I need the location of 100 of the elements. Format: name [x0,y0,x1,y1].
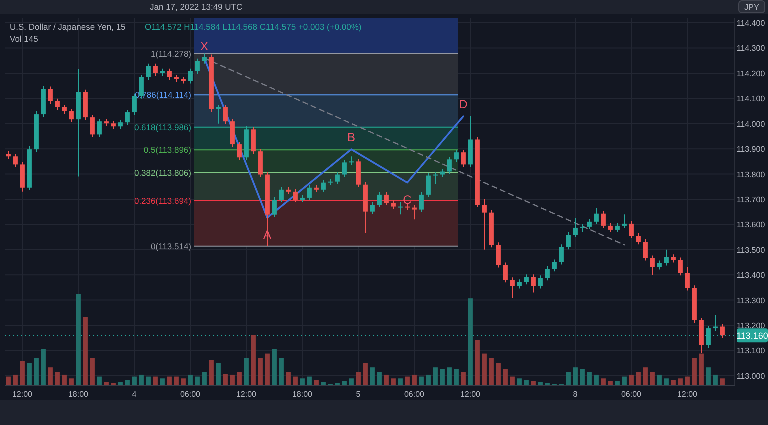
candlestick [195,58,200,74]
candlestick [461,150,466,168]
candlestick [230,118,235,148]
y-tick-label: 114.100 [736,94,766,104]
bar [468,298,473,386]
y-tick-label: 113.200 [736,322,766,331]
bar [720,378,725,386]
bar [433,368,438,386]
bar [496,363,501,386]
candlestick [69,108,74,123]
bar [545,383,550,386]
bar [692,358,697,386]
bar [377,372,382,386]
bar [272,349,277,386]
candlestick [412,204,417,220]
candlestick [62,104,67,115]
bar [587,372,592,386]
bar [6,376,11,386]
bar [503,369,508,386]
candlestick [55,98,60,110]
candlestick [307,184,312,201]
bar [489,358,494,386]
bar [55,372,60,386]
bar [62,374,67,386]
candlestick [335,172,340,185]
bar [664,378,669,386]
bar [419,376,424,386]
bar [454,369,459,386]
candlestick [657,260,662,270]
x-tick-label: 12:00 [677,390,698,399]
candlestick [251,126,256,155]
candlestick [90,114,95,138]
candlestick [321,180,326,193]
candlestick [559,244,564,266]
bar [384,374,389,386]
bar [34,358,39,386]
bar [657,374,662,386]
text: JPY [744,3,760,12]
y-tick-label: 113.000 [736,372,766,381]
bar [146,376,151,386]
candlestick [167,68,172,81]
candlestick [454,150,459,163]
bar [440,369,445,386]
bar [153,376,158,386]
ref-line-label: 113.160 [736,331,768,342]
candlestick [643,239,648,262]
candlestick [601,210,606,229]
candlestick [118,120,123,130]
y-tick-label: 113.300 [736,296,766,306]
candlestick [293,188,298,204]
ref-line-label: 1(114.278) [151,48,192,59]
candlestick [237,142,242,161]
bar [426,374,431,386]
bar [356,372,361,386]
bar [279,358,284,386]
candlestick [398,202,403,216]
bar [139,374,144,386]
candlestick [587,218,592,230]
candlestick [664,249,669,266]
y-tick-label: 114.400 [736,19,766,28]
y-tick-label: 114.300 [736,44,766,54]
bar [97,376,102,386]
bar [643,368,648,386]
bar [335,383,340,386]
candlestick [503,262,508,284]
bar [83,317,88,386]
bar [594,374,599,386]
bar [111,383,116,386]
x-tick-label: 18:00 [292,390,314,399]
bar [573,368,578,386]
x-tick-label: 12:00 [12,390,34,399]
bar [69,378,74,386]
bar [370,368,375,386]
candlestick [223,104,228,125]
ref-line-label: 0.236(113.694) [134,196,192,206]
bar [125,380,130,386]
candlestick [13,154,18,168]
candlestick [622,214,627,229]
candlestick [132,93,137,116]
ref-line-label: 0.618(113.986) [134,122,192,132]
bar [699,354,704,386]
candlestick [720,324,725,339]
candlestick [202,53,207,64]
candlestick [426,172,431,198]
candlestick [342,160,347,178]
text: Jan 17, 2022 13:49 UTC [150,2,243,12]
candlestick [370,202,375,215]
candlestick [258,148,263,178]
y-tick-label: 114.000 [736,120,766,129]
bar [27,363,32,386]
bar [286,372,291,386]
bar [20,361,25,386]
bar [202,372,207,386]
candlestick [279,186,284,204]
bar [167,376,172,386]
candlestick [650,255,655,276]
bar [482,354,487,386]
candlestick [531,274,536,294]
x-tick-label: 5 [356,390,362,399]
bar [76,294,81,386]
